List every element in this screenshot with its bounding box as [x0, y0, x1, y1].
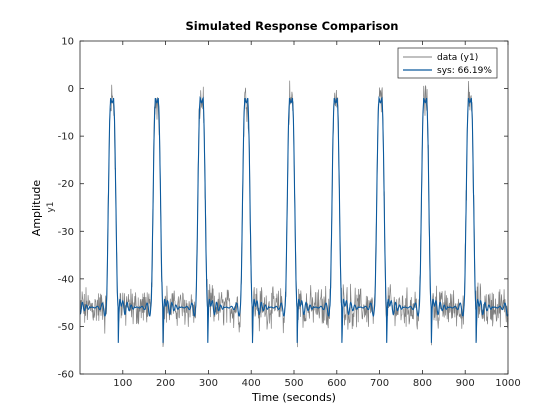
y-tick-label: -20 — [58, 179, 74, 190]
y-tick-label: 0 — [68, 84, 74, 95]
y-tick-label: -10 — [58, 132, 74, 143]
legend: data (y1) sys: 66.19% — [397, 47, 498, 79]
plot-area — [80, 41, 508, 374]
channel-label: y1 — [46, 201, 56, 212]
x-tick-label: 200 — [156, 378, 175, 389]
y-tick-label: 10 — [61, 37, 74, 48]
x-tick-label: 800 — [413, 378, 432, 389]
x-axis-label: Time (seconds) — [251, 391, 336, 404]
y-tick-label: -50 — [58, 322, 74, 333]
x-tick-label: 100 — [113, 378, 132, 389]
x-tick-label: 400 — [242, 378, 261, 389]
plot-frame — [79, 40, 509, 375]
y-tick-label: -60 — [58, 370, 74, 381]
legend-box — [397, 47, 498, 79]
series-line-sys — [79, 96, 509, 343]
x-tick-label: 600 — [327, 378, 346, 389]
x-tick-label: 300 — [199, 378, 218, 389]
chart-title: Simulated Response Comparison — [186, 19, 399, 33]
x-tick-label: 700 — [370, 378, 389, 389]
x-tick-label: 900 — [456, 378, 475, 389]
y-axis-label: Amplitude — [30, 180, 43, 237]
legend-entry-data: data (y1) — [437, 53, 478, 63]
x-tick-label: 500 — [284, 378, 303, 389]
y-tick-label: -30 — [58, 227, 74, 238]
x-tick-label: 1000 — [495, 378, 520, 389]
legend-entry-sys: sys: 66.19% — [437, 66, 492, 76]
y-tick-label: -40 — [58, 274, 74, 285]
